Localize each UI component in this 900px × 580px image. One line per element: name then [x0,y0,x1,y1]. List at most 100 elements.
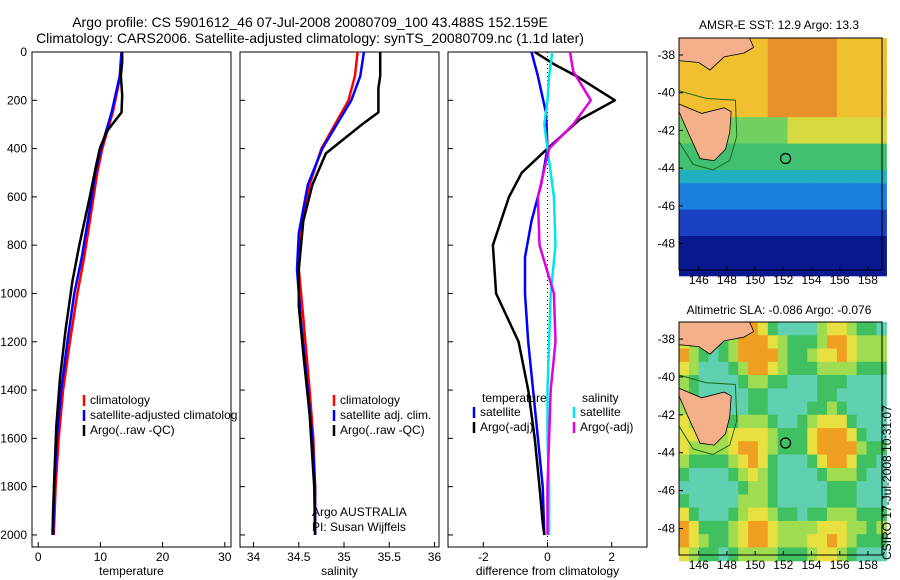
map-cell [846,534,858,549]
map-cell [787,507,798,522]
map-cell [679,249,690,264]
map-cell [679,222,690,237]
map-cell [728,534,739,549]
sst-map-title: AMSR-E SST: 12.9 Argo: 13.3 [698,18,860,32]
map-cell [856,494,868,509]
map-cell [827,454,838,469]
map-cell [827,236,838,250]
depth-tick-label: 1600 [0,431,27,445]
map-cell [797,77,808,92]
map-cell [787,143,798,158]
map-cell [836,51,848,65]
tasmania-land [678,103,732,162]
map-cell [836,117,848,131]
map-cell [787,467,798,482]
map-cell [827,388,838,403]
map-cell [797,104,808,118]
latitude-tick-label: -42 [658,123,676,137]
map-cell [866,249,877,264]
map-cell [728,156,739,171]
map-cell [797,375,808,389]
map-cell [846,454,858,469]
map-cell [688,236,700,250]
map-cell [718,361,729,376]
map-cell [698,236,710,250]
map-cell [767,51,779,65]
depth-tick-label: 200 [7,93,27,107]
map-cell [688,481,700,495]
map-cell [787,441,798,456]
map-cell [787,348,798,363]
legend-label: satellite [580,405,621,419]
map-cell [846,222,858,237]
map-cell [866,454,877,469]
map-cell [777,335,789,350]
map-cell [728,209,739,224]
map-cell [738,236,749,250]
legend-label: satellite [480,405,521,419]
latitude-tick-label: -44 [658,446,676,460]
map-cell [728,428,739,442]
map-cell [688,262,700,277]
map-cell [718,335,729,350]
map-cell [757,547,769,562]
map-cell [797,361,808,376]
map-cell [836,467,848,482]
map-cell [807,481,818,495]
map-cell [866,322,877,336]
map-cell [797,335,808,350]
map-cell [718,481,729,495]
map-cell [856,401,868,416]
map-cell [757,249,769,264]
map-cell [817,183,828,197]
map-cell [836,481,848,495]
map-cell [797,454,808,469]
map-cell [866,117,877,131]
map-cell [797,64,808,79]
map-cell [767,143,779,158]
map-cell [817,454,828,469]
map-cell [787,414,798,429]
map-cell [728,104,739,118]
legend-label: Argo(..raw -QC) [90,423,175,437]
map-cell [827,262,838,277]
map-cell [757,196,769,211]
map-cell [787,64,798,79]
map-cell [777,77,789,92]
map-cell [718,249,729,264]
map-cell [708,196,720,211]
legend-label: Argo(-adj) [580,420,633,434]
map-cell [698,534,710,549]
map-cell [728,90,739,105]
map-cell [738,375,749,389]
map-cell [777,156,789,171]
map-cell [728,454,739,469]
map-cell [679,361,690,376]
map-cell [767,534,779,549]
map-cell [698,249,710,264]
map-cell [846,209,858,224]
map-cell [797,51,808,65]
map-cell [817,547,828,562]
map-cell [866,183,877,197]
longitude-tick-label: 156 [830,558,850,572]
map-cell [797,507,808,522]
map-cell [757,388,769,403]
x-tick-label: 36 [428,550,442,564]
map-cell [748,222,759,237]
map-cell [846,90,858,105]
map-cell [698,222,710,237]
latitude-tick-label: -40 [658,86,676,100]
map-cell [827,249,838,264]
map-cell [836,414,848,429]
sla-map-title: Altimetric SLA: -0.086 Argo: -0.076 [686,303,872,317]
map-cell [767,388,779,403]
map-cell [807,361,818,376]
map-cell [856,38,868,52]
map-cell [757,117,769,131]
map-cell [738,361,749,376]
map-cell [846,130,858,145]
map-cell [846,170,858,184]
map-frame [678,37,883,271]
map-cell [787,170,798,184]
